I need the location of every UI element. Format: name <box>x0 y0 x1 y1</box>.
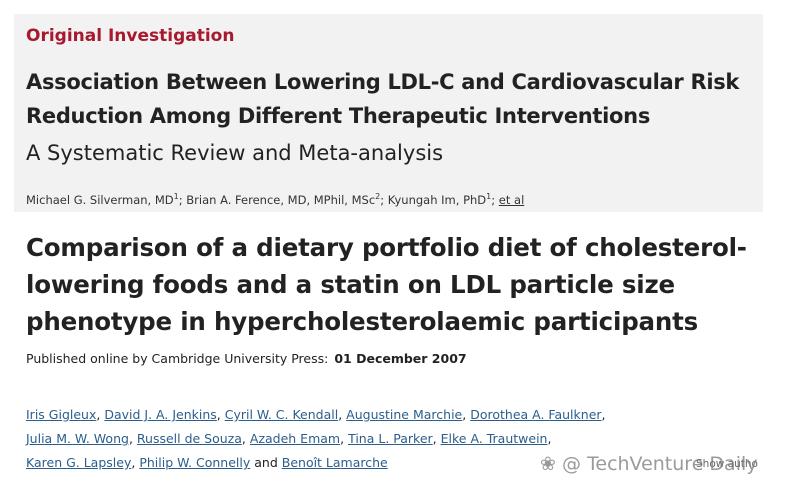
author-line: Iris Gigleux, David J. A. Jenkins, Cyril… <box>26 407 606 422</box>
title-line: Comparison of a dietary portfolio diet o… <box>26 233 747 262</box>
author-name: Kyungah Im, PhD <box>387 192 487 207</box>
author-name: Michael G. Silverman, MD <box>26 192 174 207</box>
separator: , <box>131 455 136 470</box>
title-line: Association Between Lowering LDL-C and C… <box>26 70 740 94</box>
separator: , <box>128 431 133 446</box>
separator: ; <box>178 192 183 207</box>
affiliation: 1 <box>173 192 179 201</box>
author-line: Julia M. W. Wong, Russell de Souza, Azad… <box>26 431 551 446</box>
separator: , <box>338 407 343 422</box>
show-authors[interactable]: Show autho <box>696 458 758 470</box>
title-line: lowering foods and a statin on LDL parti… <box>26 270 675 299</box>
author-link[interactable]: Azadeh Emam <box>249 431 341 446</box>
author-link[interactable]: Julia M. W. Wong <box>26 431 129 446</box>
author-link[interactable]: Karen G. Lapsley <box>26 455 132 470</box>
subtitle: A Systematic Review and Meta-analysis <box>26 141 444 165</box>
separator: , <box>96 407 101 422</box>
author-link[interactable]: Elke A. Trautwein <box>440 431 548 446</box>
separator: , <box>340 431 345 446</box>
author-line: Karen G. Lapsley, Philip W. Connelly and… <box>26 455 388 470</box>
separator: , <box>216 407 221 422</box>
watermark: ❀ @ TechVenture Daily <box>540 453 758 475</box>
author-link[interactable]: Benoît Lamarche <box>281 455 388 470</box>
separator: ; <box>491 192 496 207</box>
published-label: Published online by Cambridge University… <box>26 351 329 366</box>
author-link[interactable]: Augustine Marchie <box>346 407 463 422</box>
affiliation: 1 <box>486 192 492 201</box>
author-link[interactable]: Russell de Souza <box>136 431 242 446</box>
published-date: 01 December 2007 <box>334 351 467 366</box>
article-panel: Original Investigation A Systematic Revi… <box>14 14 763 212</box>
author-link[interactable]: David J. A. Jenkins <box>104 407 217 422</box>
author-name: Brian A. Ference, MD, MPhil, MSc <box>186 192 376 207</box>
separator: , <box>547 431 552 446</box>
separator: , <box>432 431 437 446</box>
title-line: phenotype in hypercholesterolaemic parti… <box>26 307 699 336</box>
author-link[interactable]: Dorothea A. Faulkner <box>470 407 602 422</box>
separator: , <box>241 431 246 446</box>
separator: , <box>462 407 467 422</box>
affiliation: 2 <box>375 192 381 201</box>
author-link[interactable]: Tina L. Parker <box>348 431 433 446</box>
author-link[interactable]: Philip W. Connelly <box>139 455 251 470</box>
et-al-link[interactable]: et al <box>498 192 525 207</box>
conjunction: and <box>254 455 278 470</box>
published: Published online by Cambridge University… <box>26 351 467 366</box>
section-label: Original Investigation <box>26 26 235 46</box>
separator: ; <box>380 192 385 207</box>
author-link[interactable]: Iris Gigleux <box>26 407 97 422</box>
title-line: Reduction Among Different Therapeutic In… <box>26 104 651 128</box>
separator: , <box>601 407 606 422</box>
author-line: Michael G. Silverman, MD1; Brian A. Fere… <box>26 192 524 207</box>
watermark-text: TechVenture Daily <box>587 453 758 475</box>
author-link[interactable]: Cyril W. C. Kendall <box>224 407 339 422</box>
